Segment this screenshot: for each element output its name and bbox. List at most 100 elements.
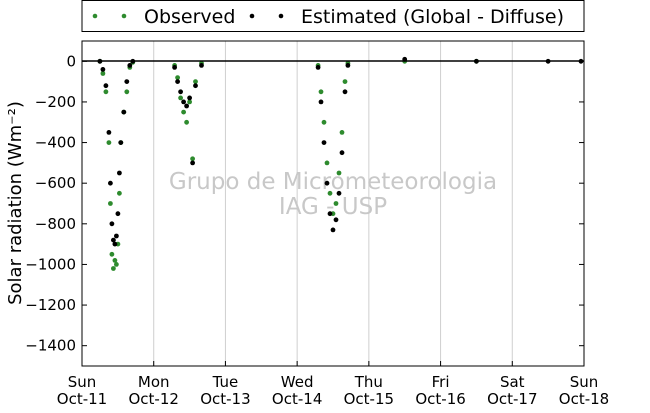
data-point (124, 79, 130, 84)
data-point (315, 65, 321, 70)
data-point (184, 119, 190, 125)
data-point (184, 103, 190, 109)
data-point (106, 140, 112, 146)
data-point (187, 99, 193, 105)
data-point (121, 109, 127, 115)
x-tick-day-label: Fri (432, 373, 450, 391)
x-tick-date-label: Oct-12 (128, 390, 178, 408)
watermark-line-1: Grupo de Micrometeorologia (169, 169, 497, 195)
data-point (199, 63, 204, 68)
x-tick-date-label: Oct-17 (487, 390, 537, 408)
data-point (100, 71, 106, 76)
y-tick-label: −600 (35, 174, 76, 192)
data-point (330, 227, 336, 233)
data-point (336, 170, 342, 176)
data-point (114, 262, 119, 267)
y-tick-label: −1400 (25, 337, 76, 355)
data-point (336, 190, 342, 196)
data-point (318, 99, 324, 105)
x-tick-date-label: Oct-15 (344, 390, 394, 408)
x-tick-day-label: Mon (138, 373, 170, 391)
data-point (115, 211, 121, 217)
x-tick-day-label: Wed (281, 373, 314, 391)
x-tick-date-label: Oct-16 (415, 390, 465, 408)
data-point (324, 180, 330, 186)
data-point (109, 221, 115, 227)
data-point (187, 95, 193, 101)
x-tick-date-label: Oct-13 (200, 390, 250, 408)
data-point (118, 140, 124, 146)
legend-marker-observed (121, 13, 127, 19)
x-tick-date-label: Oct-18 (559, 390, 609, 408)
data-point (181, 109, 187, 115)
data-point (108, 201, 113, 206)
y-axis-label: Solar radiation (Wm⁻²) (5, 101, 26, 305)
x-tick-day-label: Thu (354, 373, 383, 391)
legend-marker-estimated (249, 13, 255, 19)
data-point (100, 67, 106, 72)
data-point (345, 63, 351, 68)
y-tick-label: −800 (35, 215, 76, 233)
y-tick-label: −200 (35, 93, 76, 111)
data-point (339, 150, 345, 156)
data-point (114, 233, 119, 239)
data-point (190, 160, 196, 166)
data-point (333, 217, 339, 223)
data-point (106, 130, 112, 135)
data-point (124, 89, 130, 95)
data-point (109, 251, 115, 257)
data-point (117, 190, 122, 196)
data-point (193, 83, 198, 89)
legend: Observed Estimated (Global - Diffuse) (81, 0, 585, 32)
watermark-line-2: IAG - USP (279, 194, 387, 220)
x-tick-date-label: Oct-11 (57, 390, 107, 408)
data-point (103, 83, 109, 89)
data-point (327, 190, 333, 196)
x-tick-day-label: Tue (212, 373, 239, 391)
legend-marker-estimated (278, 13, 284, 19)
data-point (172, 65, 178, 70)
data-point (112, 241, 118, 247)
legend-marker-observed (92, 13, 98, 19)
data-point (333, 201, 339, 206)
data-point (193, 79, 198, 84)
data-point (339, 130, 345, 135)
x-tick-day-label: Sat (500, 373, 525, 391)
data-point (175, 79, 181, 84)
x-tick-date-label: Oct-14 (272, 390, 322, 408)
legend-label-observed: Observed (144, 6, 235, 28)
y-tick-label: −1000 (25, 255, 76, 273)
data-point (178, 95, 184, 101)
legend-label-estimated: Estimated (Global - Diffuse) (301, 6, 564, 28)
y-tick-label: 0 (66, 52, 76, 70)
data-point (181, 99, 187, 105)
grid (153, 41, 513, 366)
data-point (321, 140, 327, 146)
data-point (342, 89, 348, 95)
y-axis: 0 −200 −400 −600 −800 −1000 −1200 −1400 (25, 52, 584, 355)
series-estimated (97, 56, 584, 247)
plot-frame (81, 40, 585, 367)
data-point (111, 266, 116, 271)
x-axis: SunOct-11MonOct-12TueOct-13WedOct-14ThuO… (57, 361, 609, 408)
x-tick-day-label: Sun (68, 373, 97, 391)
data-point (117, 170, 122, 176)
data-point (318, 89, 324, 95)
data-point (111, 237, 116, 243)
data-point (190, 156, 196, 162)
data-point (342, 79, 348, 84)
y-tick-label: −400 (35, 134, 76, 152)
data-point (324, 160, 330, 166)
y-tick-label: −1200 (25, 296, 76, 314)
legend-frame (81, 0, 585, 32)
plot-area (82, 41, 584, 366)
data-point (103, 89, 109, 95)
data-point (175, 75, 181, 80)
data-points (97, 56, 584, 271)
data-point (112, 258, 118, 263)
x-tick-day-label: Sun (570, 373, 599, 391)
data-point (127, 63, 133, 68)
data-point (321, 119, 327, 125)
